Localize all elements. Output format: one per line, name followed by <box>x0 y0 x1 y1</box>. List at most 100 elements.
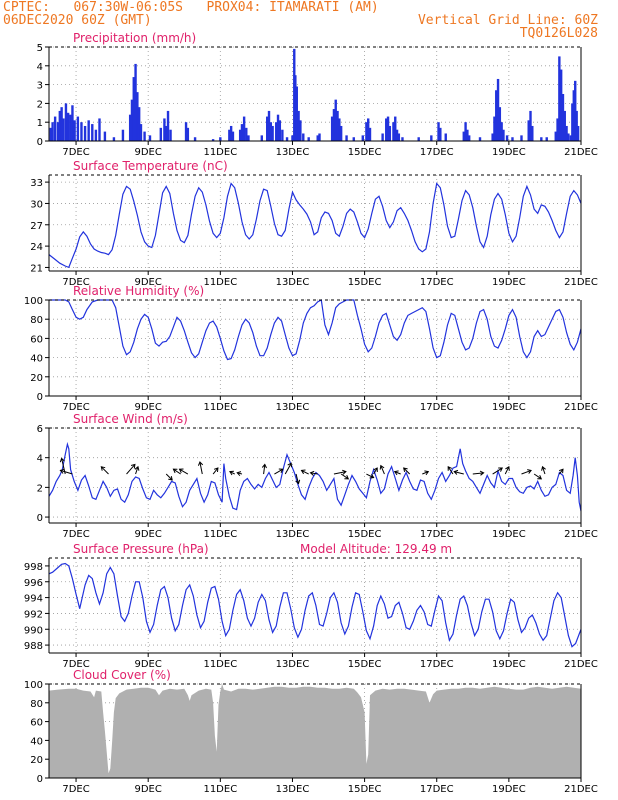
pressure-xtick-label-6: 19DEC <box>492 659 526 670</box>
precip-bar-39 <box>211 139 215 141</box>
wind-ytick-label-0: 0 <box>37 513 43 524</box>
temperature-xtick-label-2: 11DEC <box>203 277 237 288</box>
cloud-ytick-label-0: 0 <box>37 774 43 785</box>
precip-bar-79 <box>367 118 370 141</box>
precip-bar-80 <box>368 127 372 141</box>
wind-vector-21 <box>373 467 378 475</box>
precip-bar-75 <box>345 135 348 141</box>
precip-bar-22 <box>128 114 132 141</box>
precip-bar-81 <box>381 133 384 141</box>
precip-ytick-label-4: 4 <box>37 62 43 73</box>
precip-bar-77 <box>361 135 364 141</box>
wind-vector-3 <box>126 464 136 475</box>
precip-bar-112 <box>531 125 534 141</box>
wind-vector-head-9 <box>213 467 219 473</box>
wind-vector-head-10 <box>229 470 234 476</box>
humidity-xtick-label-7: 21DEC <box>564 402 598 413</box>
temperature-xtick-label-5: 17DEC <box>420 277 454 288</box>
temperature-xtick-label-4: 15DEC <box>348 277 382 288</box>
precip-bar-70 <box>332 109 336 141</box>
wind-ytick-label-2: 4 <box>37 454 43 465</box>
pressure-ytick-label-5: 998 <box>24 562 43 573</box>
humidity-line <box>49 299 582 361</box>
precip-bar-9 <box>69 114 72 141</box>
wind-vector-6 <box>173 468 181 475</box>
wind-vector-head-0 <box>59 457 65 463</box>
humidity-xtick-label-0: 7DEC <box>62 402 89 413</box>
precip-bar-97 <box>466 129 469 141</box>
wind-vector-head-28 <box>479 470 485 476</box>
wind-vector-25 <box>422 471 429 475</box>
precip-bar-32 <box>163 118 166 141</box>
cloud-ytick-label-2: 40 <box>30 736 43 747</box>
pressure-ytick-label-3: 994 <box>24 594 43 605</box>
precip-bar-57 <box>281 129 284 141</box>
precip-ytick-label-3: 3 <box>37 81 43 92</box>
precip-bar-1 <box>51 122 54 141</box>
wind-vector-head-2 <box>100 466 106 471</box>
precip-bar-41 <box>228 129 231 141</box>
wind-vector-8 <box>199 461 203 475</box>
precip-bar-14 <box>83 125 87 141</box>
precip-bar-74 <box>339 125 343 141</box>
precip-bar-15 <box>87 120 90 141</box>
precip-bar-28 <box>139 124 143 141</box>
precip-xtick-label-7: 21DEC <box>564 147 598 158</box>
precip-bar-119 <box>561 94 565 141</box>
precip-bar-108 <box>511 137 514 141</box>
precip-bar-29 <box>143 131 146 141</box>
wind-xtick-label-2: 11DEC <box>203 529 237 540</box>
precip-bar-47 <box>245 127 248 141</box>
precip-bar-124 <box>571 103 574 141</box>
wind-xtick-label-5: 17DEC <box>420 529 454 540</box>
precip-bar-64 <box>299 120 302 141</box>
wind-vector-head-25 <box>424 470 430 476</box>
precip-bar-67 <box>316 135 319 141</box>
precip-bar-125 <box>572 90 575 141</box>
humidity-title: Relative Humidity (%) <box>73 284 204 298</box>
temperature-xtick-label-7: 21DEC <box>564 277 598 288</box>
precip-bar-50 <box>266 116 269 141</box>
pressure-annotation: Model Altitude: 129.49 m <box>300 542 452 556</box>
humidity-ytick-label-5: 100 <box>24 296 43 307</box>
pressure-xtick-label-0: 7DEC <box>62 659 89 670</box>
wind-vector-20 <box>366 473 374 479</box>
temperature-xtick-label-1: 9DEC <box>134 277 161 288</box>
precip-bar-37 <box>186 127 190 141</box>
wind-vector-head-8 <box>197 461 204 466</box>
precip-bar-52 <box>269 122 273 141</box>
precip-bar-104 <box>498 107 502 141</box>
precip-bar-54 <box>275 122 278 141</box>
pressure-ytick-label-4: 996 <box>24 578 43 589</box>
precip-bar-11 <box>73 120 76 141</box>
cloud-xtick-label-4: 15DEC <box>348 784 382 795</box>
precip-bar-20 <box>112 137 116 141</box>
wind-vector-head-20 <box>369 473 375 479</box>
humidity-xtick-label-1: 9DEC <box>134 402 161 413</box>
precip-bar-27 <box>137 107 141 141</box>
pressure-xtick-label-5: 17DEC <box>420 659 454 670</box>
wind-vector-head-14 <box>287 462 292 468</box>
precip-bar-44 <box>238 129 242 141</box>
wind-vector-head-18 <box>342 469 347 475</box>
pressure-xtick-label-7: 21DEC <box>564 659 598 670</box>
precip-bar-128 <box>576 125 580 141</box>
humidity-ytick-label-3: 60 <box>30 334 43 345</box>
precip-bar-36 <box>184 122 188 141</box>
precip-bar-49 <box>260 135 263 141</box>
wind-vector-head-30 <box>505 465 510 471</box>
wind-vector-head-32 <box>537 474 543 480</box>
humidity-ytick-label-4: 80 <box>30 315 43 326</box>
precip-bar-12 <box>76 116 80 141</box>
precip-bar-53 <box>271 125 274 141</box>
precip-bar-99 <box>478 137 482 141</box>
wind-vector-5 <box>165 473 173 481</box>
precip-xtick-label-6: 19DEC <box>492 147 526 158</box>
precip-bar-21 <box>121 129 125 141</box>
precip-bar-18 <box>98 118 101 141</box>
precip-bar-102 <box>495 90 498 141</box>
cloud-xtick-label-6: 19DEC <box>492 784 526 795</box>
pressure-ytick-label-0: 988 <box>24 641 43 652</box>
wind-vector-28 <box>472 472 484 475</box>
